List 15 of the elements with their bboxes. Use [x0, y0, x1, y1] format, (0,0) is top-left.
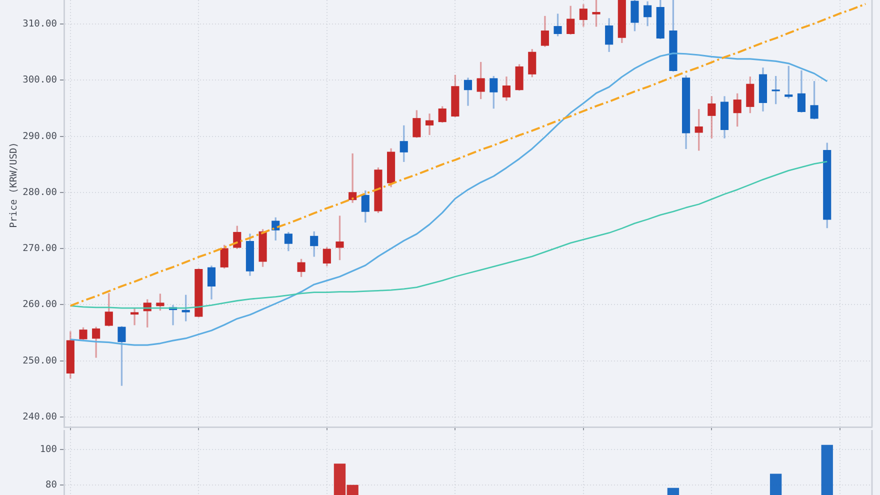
candlestick	[425, 114, 434, 135]
y-tick-label: 250.00	[22, 355, 58, 366]
y-tick-label: 300.00	[22, 74, 58, 86]
y-tick-label: 240.00	[22, 411, 58, 422]
candlestick	[130, 308, 139, 326]
y-tick-label: 270.00	[22, 243, 58, 254]
y-tick-label: 260.00	[22, 299, 58, 310]
y-tick-label: 100	[40, 444, 58, 455]
candlestick	[348, 153, 357, 203]
y-tick-label: 290.00	[22, 130, 58, 142]
y-tick-label: 310.00	[22, 18, 58, 30]
line-series	[69, 2, 867, 307]
y-tick-label: 280.00	[22, 186, 58, 198]
y-axis-title: Price (KRW/USD)	[8, 142, 20, 228]
y-tick-label: 80	[46, 479, 58, 490]
